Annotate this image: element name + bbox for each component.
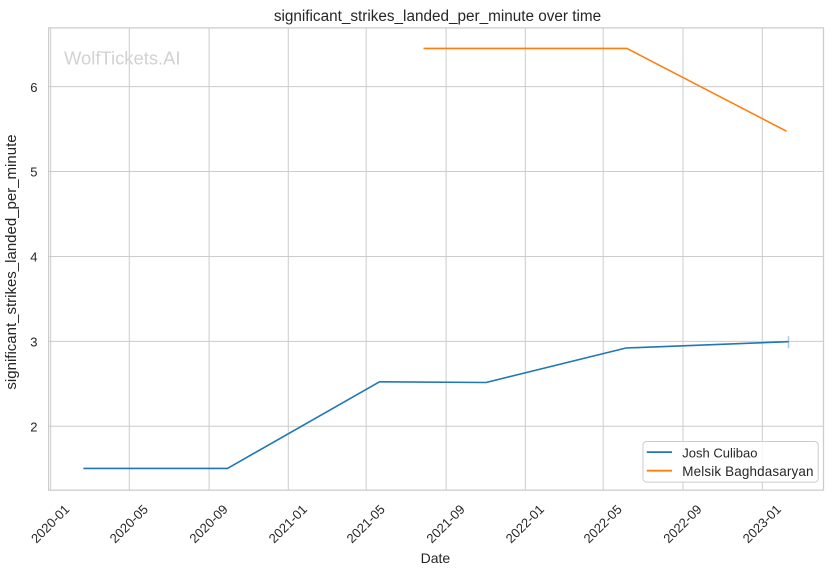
svg-text:WolfTickets.AI: WolfTickets.AI — [64, 47, 181, 68]
svg-text:3: 3 — [30, 335, 37, 350]
svg-text:5: 5 — [30, 165, 37, 180]
svg-text:Josh Culibao: Josh Culibao — [682, 445, 757, 460]
svg-text:2: 2 — [30, 420, 37, 435]
svg-text:Date: Date — [421, 550, 451, 566]
svg-text:Melsik Baghdasaryan: Melsik Baghdasaryan — [682, 464, 813, 479]
svg-text:4: 4 — [30, 250, 37, 265]
svg-text:6: 6 — [30, 80, 37, 95]
svg-text:significant_strikes_landed_per: significant_strikes_landed_per_minute ov… — [274, 8, 601, 25]
svg-text:significant_strikes_landed_per: significant_strikes_landed_per_minute — [3, 134, 20, 389]
